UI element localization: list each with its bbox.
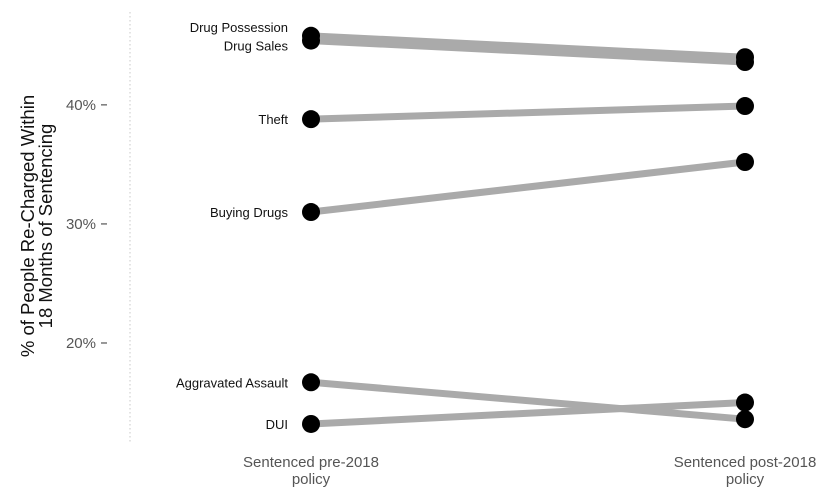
point-buying-drugs-pre bbox=[302, 203, 320, 222]
series-line-drug-sales bbox=[310, 37, 746, 66]
point-aggravated-assault-pre bbox=[302, 373, 320, 392]
point-aggravated-assault-post bbox=[736, 410, 754, 429]
y-tick-label-40: 40% bbox=[66, 97, 96, 114]
series-line-dui bbox=[310, 399, 746, 428]
y-axis-title-line-2: 18 Months of Sentencing bbox=[35, 124, 56, 329]
x-category-0-line-1: Sentenced pre-2018 bbox=[243, 454, 379, 471]
x-category-0-line-2: policy bbox=[292, 471, 331, 488]
point-theft-pre bbox=[302, 110, 320, 129]
series-line-aggravated-assault bbox=[310, 378, 746, 423]
series-line-theft bbox=[310, 102, 746, 123]
series-label-aggravated-assault: Aggravated Assault bbox=[176, 375, 288, 390]
x-category-1-line-2: policy bbox=[726, 471, 765, 488]
y-tick-label-20: 20% bbox=[66, 335, 96, 352]
series-label-buying-drugs: Buying Drugs bbox=[210, 205, 289, 220]
series-points bbox=[302, 26, 754, 433]
series-line-buying-drugs bbox=[310, 158, 746, 216]
series-line-drug-possession bbox=[310, 32, 746, 61]
y-tick-label-30: 30% bbox=[66, 216, 96, 233]
series-labels: Drug Possession Drug Sales Theft Buying Dru… bbox=[176, 20, 289, 432]
point-drug-sales-post bbox=[736, 53, 754, 72]
point-theft-post bbox=[736, 97, 754, 116]
point-dui-pre bbox=[302, 414, 320, 433]
y-axis-ticks: 20% 30% 40% bbox=[66, 97, 107, 352]
point-dui-post bbox=[736, 393, 754, 412]
series-label-theft: Theft bbox=[258, 112, 288, 127]
series-label-drug-sales: Drug Sales bbox=[224, 39, 289, 54]
y-axis-title-line-1: % of People Re-Charged Within bbox=[17, 95, 38, 357]
y-axis-title: % of People Re-Charged Within 18 Months … bbox=[17, 95, 56, 357]
point-drug-sales-pre bbox=[302, 31, 320, 50]
series-label-dui: DUI bbox=[266, 417, 288, 432]
series-label-drug-possession: Drug Possession bbox=[190, 20, 288, 35]
point-buying-drugs-post bbox=[736, 153, 754, 172]
x-category-1-line-1: Sentenced post-2018 bbox=[674, 454, 817, 471]
series-lines bbox=[310, 32, 746, 428]
